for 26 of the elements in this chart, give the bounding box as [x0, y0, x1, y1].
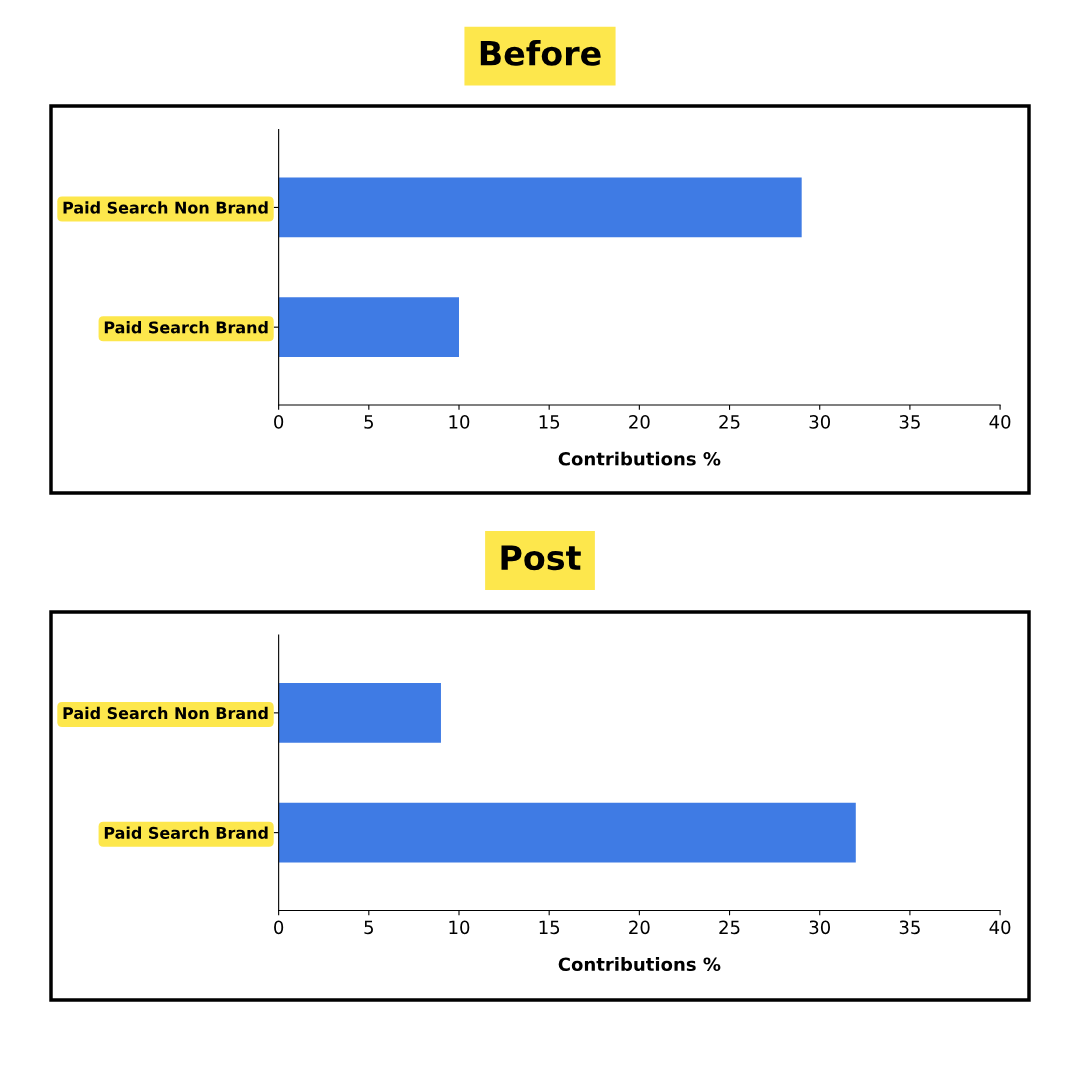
x-tick-label: 30: [809, 415, 831, 429]
y-tick-label: Paid Search Brand: [104, 826, 268, 839]
x-axis-title: Contributions %: [558, 451, 721, 466]
x-tick-label: 10: [449, 920, 470, 935]
x-tick-label: 10: [449, 415, 470, 429]
x-tick-label: 40: [989, 415, 1011, 429]
x-tick-label: 30: [809, 920, 831, 935]
y-tick-label: Paid Search Brand: [104, 321, 268, 334]
x-tick-label: 25: [719, 920, 740, 935]
chart-title: Before: [480, 40, 601, 66]
x-tick-label: 5: [364, 920, 373, 935]
x-tick-label: 25: [719, 415, 740, 429]
x-tick-label: 35: [899, 920, 920, 935]
x-tick-label: 0: [274, 920, 284, 935]
x-tick-label: 20: [629, 920, 650, 935]
x-tick-label: 15: [539, 920, 560, 935]
y-tick-label: Paid Search Non Brand: [63, 706, 268, 720]
x-tick-label: 5: [364, 415, 373, 429]
x-tick-label: 15: [539, 415, 560, 429]
x-tick-label: 20: [629, 415, 650, 429]
x-tick-label: 35: [899, 415, 920, 429]
x-axis-title: Contributions %: [558, 957, 721, 972]
y-tick-label: Paid Search Non Brand: [63, 201, 268, 214]
x-tick-label: 0: [274, 415, 284, 429]
chart-title: Post: [501, 545, 581, 571]
x-tick-label: 40: [989, 920, 1011, 935]
